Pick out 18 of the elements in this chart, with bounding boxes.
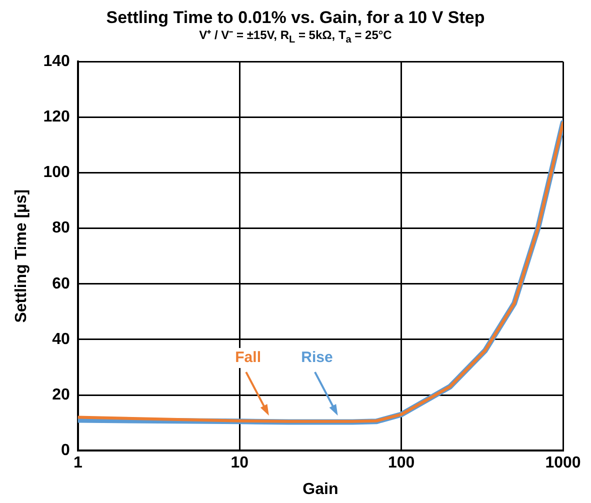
y-axis-title: Settling Time [µs] — [13, 189, 30, 323]
x-tick-label: 100 — [388, 454, 415, 472]
y-tick-label: 20 — [52, 386, 70, 404]
y-tick-label: 100 — [43, 164, 70, 182]
x-tick-label: 1 — [73, 454, 82, 472]
x-axis-title: Gain — [302, 480, 338, 498]
y-tick-label: 80 — [52, 220, 70, 237]
y-tick-label: 0 — [60, 442, 70, 460]
y-tick-label: 120 — [43, 108, 70, 126]
chart-subtitle: V⁺ / V⁻ = ±15V, R$_{L}$ = 5kΩ, T$_{a}$ = 25°C — [198, 28, 393, 48]
x-tick-label: 10 — [230, 454, 249, 472]
chart-title: Settling Time to 0.01% vs. Gain, for a 10 V Step — [105, 8, 486, 27]
y-tick-label: 140 — [43, 53, 70, 70]
y-tick-label: 60 — [52, 275, 70, 292]
y-tick-label: 40 — [52, 330, 70, 348]
annotation: Fall — [235, 349, 261, 366]
annotation: Rise — [301, 349, 333, 366]
x-tick-label: 1000 — [545, 454, 581, 472]
